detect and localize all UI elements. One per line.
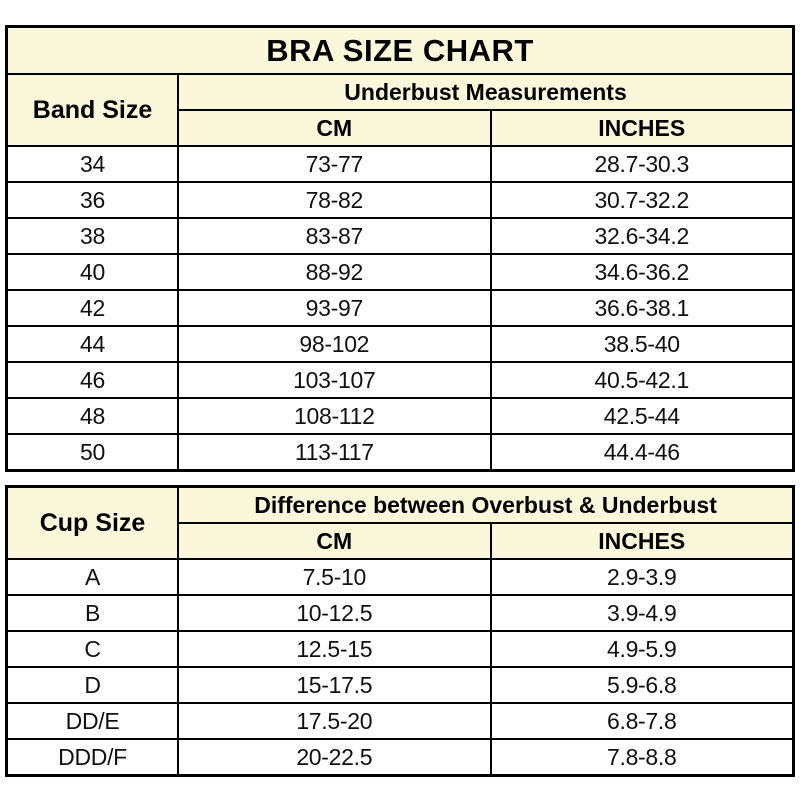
inches-cell: 38.5-40 (489, 325, 795, 363)
cm-cell: 108-112 (177, 397, 492, 435)
unit-header-row: CM INCHES (7, 522, 795, 560)
table-row: DD/E 17.5-20 6.8-7.8 (5, 702, 795, 740)
inches-cell: 32.6-34.2 (489, 217, 795, 255)
cm-cell: 15-17.5 (177, 666, 492, 704)
table-row: D 15-17.5 5.9-6.8 (5, 666, 795, 704)
inches-cell: 5.9-6.8 (489, 666, 795, 704)
inches-cell: 28.7-30.3 (489, 145, 795, 183)
table-row: 34 73-77 28.7-30.3 (5, 145, 795, 183)
difference-overbust-underbust-header: Difference between Overbust & Underbust (177, 485, 795, 524)
unit-header-row: CM INCHES (7, 109, 795, 147)
table-divider-gap (5, 472, 795, 485)
cup-size-cell: D (5, 666, 180, 704)
cup-size-cell: B (5, 594, 180, 632)
table-row: 50 113-117 44.4-46 (5, 433, 795, 472)
cm-cell: 113-117 (177, 433, 492, 472)
group-header-row: Cup Size Difference between Overbust & U… (5, 485, 795, 560)
table-row: 48 108-112 42.5-44 (5, 397, 795, 435)
inches-cell: 2.9-3.9 (489, 558, 795, 596)
cup-size-cell: A (5, 558, 180, 596)
cm-cell: 73-77 (177, 145, 492, 183)
cm-cell: 7.5-10 (177, 558, 492, 596)
cm-column-header: CM (177, 522, 492, 560)
band-size-table: BRA SIZE CHART Band Size Underbust Measu… (5, 25, 795, 472)
inches-column-header: INCHES (489, 522, 795, 560)
band-size-cell: 46 (5, 361, 180, 399)
inches-cell: 6.8-7.8 (489, 702, 795, 740)
cm-cell: 17.5-20 (177, 702, 492, 740)
table-row: 38 83-87 32.6-34.2 (5, 217, 795, 255)
table-row: 44 98-102 38.5-40 (5, 325, 795, 363)
inches-column-header: INCHES (489, 109, 795, 147)
table-row: 36 78-82 30.7-32.2 (5, 181, 795, 219)
page-title: BRA SIZE CHART (5, 25, 795, 75)
band-size-cell: 42 (5, 289, 180, 327)
band-size-cell: 36 (5, 181, 180, 219)
inches-cell: 44.4-46 (489, 433, 795, 472)
cm-cell: 78-82 (177, 181, 492, 219)
cup-size-header: Cup Size (5, 485, 180, 560)
cup-size-cell: C (5, 630, 180, 668)
band-size-cell: 44 (5, 325, 180, 363)
band-size-cell: 40 (5, 253, 180, 291)
cm-cell: 98-102 (177, 325, 492, 363)
inches-cell: 4.9-5.9 (489, 630, 795, 668)
table-row: 42 93-97 36.6-38.1 (5, 289, 795, 327)
inches-cell: 36.6-38.1 (489, 289, 795, 327)
inches-cell: 3.9-4.9 (489, 594, 795, 632)
table-row: 40 88-92 34.6-36.2 (5, 253, 795, 291)
cm-cell: 88-92 (177, 253, 492, 291)
inches-cell: 40.5-42.1 (489, 361, 795, 399)
table-title-row: BRA SIZE CHART (5, 25, 795, 75)
band-size-header: Band Size (5, 73, 180, 147)
bra-size-chart-page: BRA SIZE CHART Band Size Underbust Measu… (5, 25, 795, 777)
cup-size-cell: DD/E (5, 702, 180, 740)
table-row: C 12.5-15 4.9-5.9 (5, 630, 795, 668)
band-size-cell: 50 (5, 433, 180, 472)
cm-cell: 20-22.5 (177, 738, 492, 777)
table-row: 46 103-107 40.5-42.1 (5, 361, 795, 399)
cm-column-header: CM (177, 109, 492, 147)
cm-cell: 103-107 (177, 361, 492, 399)
inches-cell: 7.8-8.8 (489, 738, 795, 777)
group-header-row: Band Size Underbust Measurements (5, 73, 795, 147)
cup-size-table: Cup Size Difference between Overbust & U… (5, 485, 795, 777)
cm-cell: 12.5-15 (177, 630, 492, 668)
inches-cell: 42.5-44 (489, 397, 795, 435)
band-size-cell: 38 (5, 217, 180, 255)
cm-cell: 83-87 (177, 217, 492, 255)
table-row: A 7.5-10 2.9-3.9 (5, 558, 795, 596)
band-size-cell: 34 (5, 145, 180, 183)
cm-cell: 93-97 (177, 289, 492, 327)
underbust-measurements-header: Underbust Measurements (177, 73, 795, 111)
table-row: DDD/F 20-22.5 7.8-8.8 (5, 738, 795, 777)
band-size-cell: 48 (5, 397, 180, 435)
table-row: B 10-12.5 3.9-4.9 (5, 594, 795, 632)
inches-cell: 34.6-36.2 (489, 253, 795, 291)
inches-cell: 30.7-32.2 (489, 181, 795, 219)
cm-cell: 10-12.5 (177, 594, 492, 632)
cup-size-cell: DDD/F (5, 738, 180, 777)
